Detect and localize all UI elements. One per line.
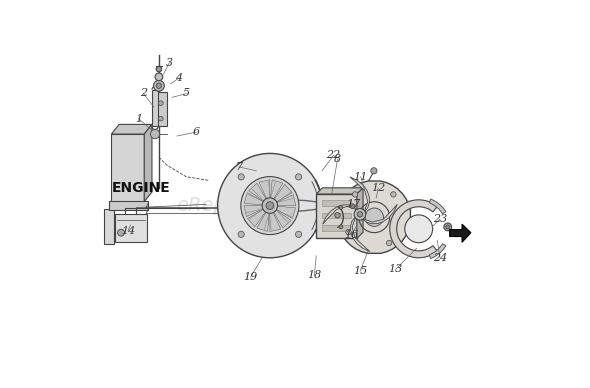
Polygon shape — [248, 183, 268, 203]
Polygon shape — [338, 181, 411, 253]
Polygon shape — [247, 208, 268, 227]
Polygon shape — [112, 125, 152, 134]
Circle shape — [241, 177, 299, 235]
Circle shape — [159, 116, 163, 121]
Polygon shape — [257, 209, 270, 231]
Text: eReplacementParts.com: eReplacementParts.com — [176, 196, 414, 215]
Circle shape — [352, 192, 358, 197]
Bar — [322, 213, 351, 218]
Polygon shape — [272, 184, 292, 204]
Circle shape — [262, 198, 278, 213]
Circle shape — [346, 229, 351, 235]
Text: 12: 12 — [371, 183, 385, 193]
Polygon shape — [272, 208, 291, 228]
Bar — [152, 90, 158, 126]
Bar — [109, 201, 148, 210]
Polygon shape — [273, 206, 296, 218]
Polygon shape — [363, 204, 397, 224]
Circle shape — [371, 168, 377, 174]
Text: 14: 14 — [121, 226, 135, 236]
Text: 22: 22 — [326, 150, 341, 160]
Circle shape — [335, 213, 340, 218]
Text: 7: 7 — [235, 162, 242, 172]
Circle shape — [386, 240, 392, 246]
Polygon shape — [323, 205, 357, 224]
Circle shape — [339, 206, 343, 210]
Circle shape — [159, 101, 163, 106]
Text: ENGINE: ENGINE — [112, 181, 171, 195]
Circle shape — [266, 202, 274, 210]
Polygon shape — [144, 125, 152, 202]
Bar — [322, 200, 351, 206]
Circle shape — [155, 73, 163, 81]
Polygon shape — [430, 244, 446, 258]
Circle shape — [446, 225, 450, 229]
Polygon shape — [270, 180, 283, 202]
Circle shape — [238, 174, 244, 180]
Circle shape — [357, 211, 363, 217]
Polygon shape — [390, 200, 437, 258]
Circle shape — [296, 174, 301, 180]
Text: 3: 3 — [166, 57, 173, 68]
Circle shape — [218, 153, 322, 258]
Text: 8: 8 — [334, 154, 341, 164]
Circle shape — [296, 231, 301, 237]
Text: 18: 18 — [307, 270, 322, 280]
Circle shape — [365, 208, 384, 226]
Text: 13: 13 — [388, 264, 402, 274]
Text: 11: 11 — [353, 171, 368, 182]
Text: 1: 1 — [135, 114, 142, 124]
Bar — [157, 92, 166, 126]
Text: 2: 2 — [140, 88, 147, 99]
Text: 5: 5 — [183, 88, 191, 99]
Text: 6: 6 — [193, 127, 200, 137]
Text: 19: 19 — [244, 272, 258, 282]
Circle shape — [150, 130, 160, 139]
Circle shape — [156, 66, 162, 72]
Bar — [104, 210, 114, 244]
Circle shape — [354, 208, 366, 220]
Circle shape — [339, 225, 343, 229]
Circle shape — [238, 231, 244, 237]
Polygon shape — [244, 206, 266, 217]
Text: 24: 24 — [433, 253, 447, 263]
Circle shape — [350, 204, 355, 208]
Bar — [316, 194, 357, 239]
Text: 17: 17 — [346, 199, 360, 209]
Polygon shape — [259, 180, 270, 202]
Polygon shape — [273, 195, 296, 206]
Text: 4: 4 — [175, 73, 182, 83]
Polygon shape — [316, 188, 363, 194]
Circle shape — [405, 215, 432, 243]
Text: 23: 23 — [433, 214, 447, 224]
Polygon shape — [350, 177, 369, 211]
Polygon shape — [430, 199, 446, 214]
Polygon shape — [357, 188, 363, 239]
Bar — [115, 215, 147, 242]
Polygon shape — [270, 209, 281, 232]
Polygon shape — [350, 217, 370, 252]
Text: 15: 15 — [353, 266, 367, 276]
Text: 16: 16 — [344, 230, 358, 240]
Bar — [322, 225, 351, 231]
Circle shape — [156, 83, 162, 88]
Circle shape — [153, 80, 165, 91]
Circle shape — [444, 223, 451, 231]
Circle shape — [117, 229, 124, 236]
Circle shape — [391, 192, 396, 197]
Polygon shape — [244, 193, 267, 205]
Polygon shape — [450, 224, 471, 242]
Bar — [112, 134, 144, 202]
